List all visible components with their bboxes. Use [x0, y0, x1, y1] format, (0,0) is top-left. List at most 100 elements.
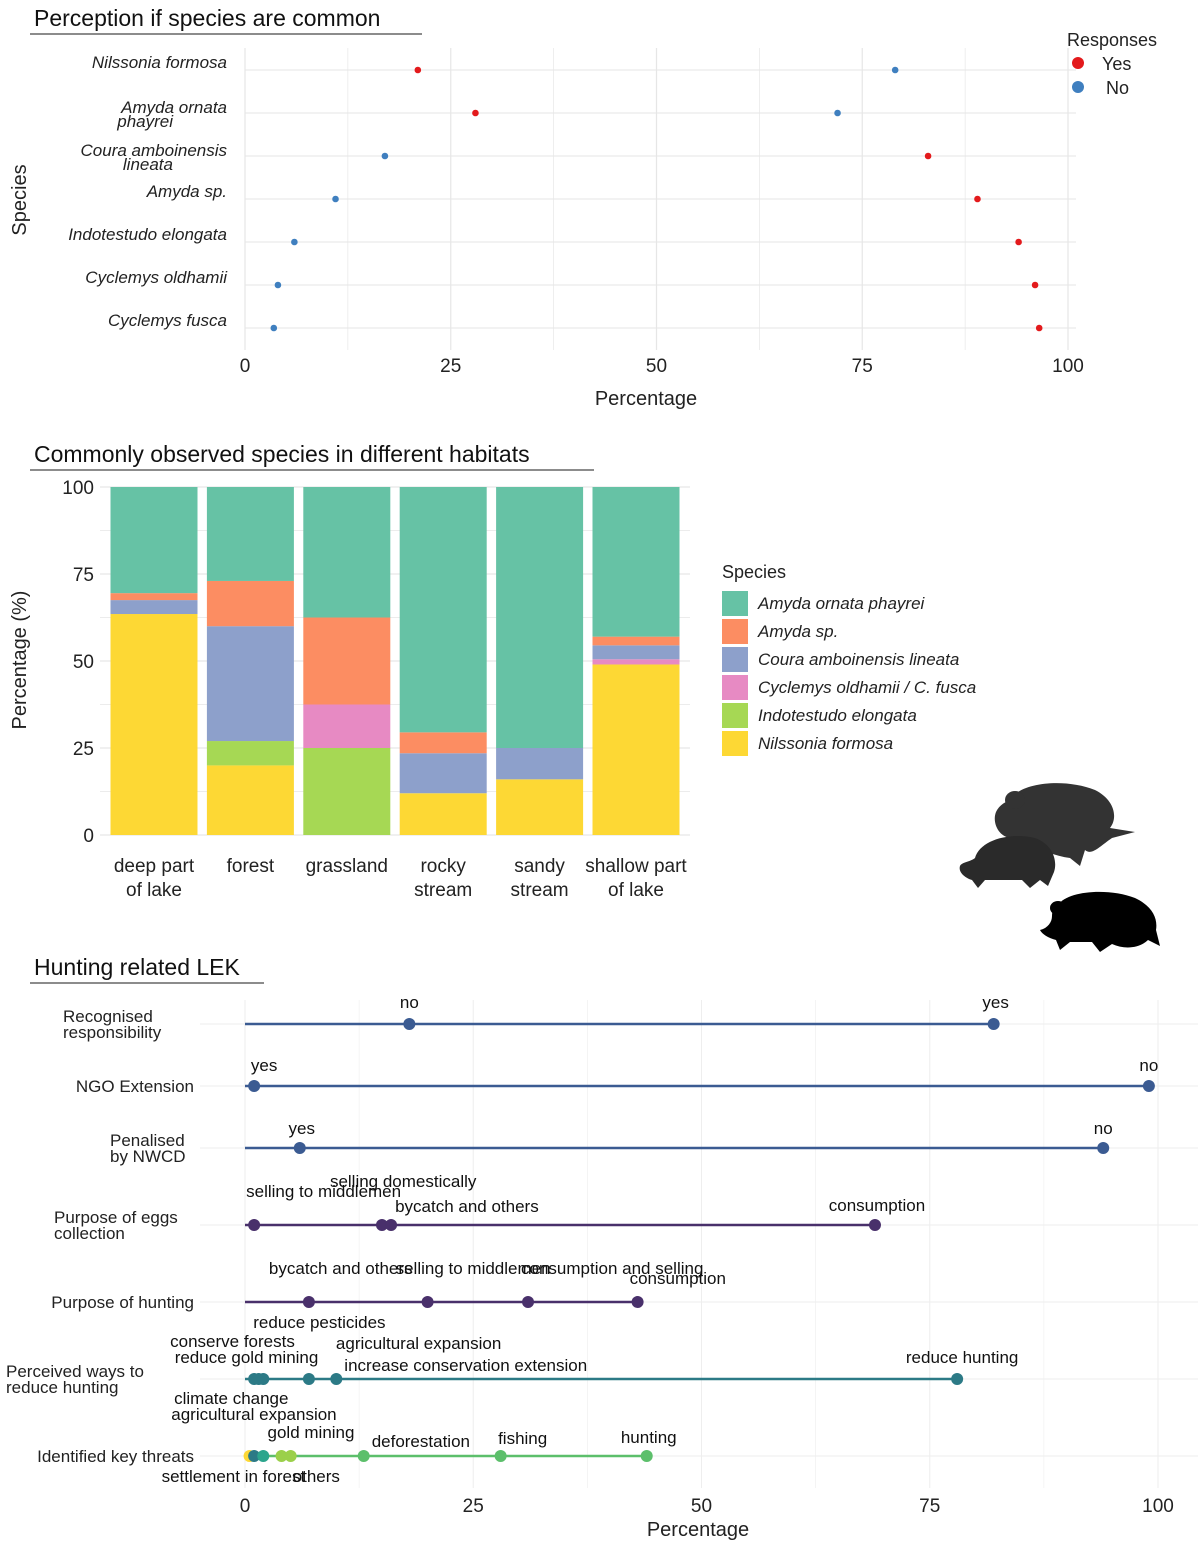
point-identified-key-threats-hunting [640, 1450, 653, 1462]
x-axis-label: Percentage [647, 1519, 749, 1541]
point-yes-cyclemys-fusca [1035, 324, 1043, 332]
point-label-identified-key-threats-others: others [293, 1467, 340, 1486]
point-penalised-by-nwcd-yes [293, 1142, 306, 1154]
y-tick-25: 25 [73, 739, 94, 760]
species-label-amyda-ornata-phayrei-line2: phayrei [116, 112, 174, 131]
point-no-cyclemys-fusca [270, 324, 278, 332]
point-label-identified-key-threats-deforestation: deforestation [372, 1432, 470, 1451]
point-label-penalised-by-nwcd-yes: yes [289, 1119, 315, 1138]
point-purpose-of-hunting-consumption [631, 1296, 644, 1308]
point-purpose-of-hunting-selling-to-middlemen [421, 1296, 434, 1308]
x-tick-sandy-stream-line2: stream [511, 880, 569, 901]
point-yes-amyda-ornata-phayrei [472, 109, 479, 117]
point-perceived-ways-to-reduce-hunting-increase-conservation-extension [330, 1373, 343, 1385]
point-label-purpose-of-hunting-consumption: consumption [630, 1269, 726, 1288]
x-tick-grassland: grassland [306, 856, 388, 877]
point-label-purpose-of-hunting-consumption-and-selling: consumption and selling [521, 1259, 703, 1278]
bar-grassland-amyda-ornata-phayrei [303, 487, 391, 618]
species-label-nilssonia-formosa: Nilssonia formosa [92, 53, 227, 72]
point-ngo-extension-yes [248, 1080, 261, 1092]
point-label-recognised-responsibility-yes: yes [982, 993, 1008, 1012]
legend-title: Species [722, 562, 786, 582]
point-label-perceived-ways-to-reduce-hunting-conserve-forests: conserve forests [170, 1332, 295, 1351]
legend-swatch-nilssonia-formosa [722, 731, 748, 756]
row-label-identified-key-threats: Identified key threats [37, 1447, 194, 1466]
x-tick-sandy-stream-line1: sandy [514, 856, 565, 877]
bar-grassland-indotestudo-elongata [303, 748, 391, 835]
x-tick-deep-part-of-lake-line2: of lake [126, 880, 182, 901]
hunting-lek-panel: Hunting related LEK Recognisedresponsibi… [6, 954, 1198, 1541]
x-tick-25: 25 [463, 1496, 484, 1517]
point-label-purpose-of-eggs-collection-consumption: consumption [829, 1196, 925, 1215]
x-tick-rocky-stream-line2: stream [414, 880, 472, 901]
species-label-indotestudo-elongata: Indotestudo elongata [68, 225, 227, 244]
legend-swatch-indotestudo-elongata [722, 703, 748, 728]
x-tick-25: 25 [440, 356, 461, 377]
bar-forest-coura-amboinensis-lineata [206, 626, 294, 742]
tortoise-silhouette [959, 836, 1056, 888]
point-purpose-of-eggs-collection-selling-to-middlemen [248, 1219, 261, 1231]
bar-rocky-stream-nilssonia-formosa [399, 793, 487, 835]
point-label-identified-key-threats-fishing: fishing [498, 1429, 547, 1448]
point-label-ngo-extension-no: no [1139, 1056, 1158, 1075]
y-tick-100: 100 [62, 478, 94, 499]
point-label-perceived-ways-to-reduce-hunting-reduce-gold-mining: reduce gold mining [175, 1348, 319, 1367]
x-tick-75: 75 [919, 1496, 940, 1517]
row-label-perceived-ways-to-reduce-hunting-line1: Perceived ways to [6, 1362, 144, 1381]
panel-title-habitats: Commonly observed species in different h… [34, 441, 530, 467]
species-label-amyda-ornata-phayrei-line1: Amyda ornata [120, 98, 227, 117]
bar-grassland-cyclemys-oldhamii-c-fusca [303, 704, 391, 748]
bar-deep-part-of-lake-amyda-sp [110, 593, 198, 601]
panel-title-species-common: Perception if species are common [34, 5, 380, 31]
row-label-purpose-of-hunting: Purpose of hunting [51, 1293, 194, 1312]
x-tick-100: 100 [1142, 1496, 1174, 1517]
responses-legend: Responses Yes No [1067, 30, 1157, 98]
legend-yes-swatch [1072, 57, 1084, 69]
point-label-identified-key-threats-settlement-in-forest: settlement in forest [162, 1467, 306, 1486]
y-axis-label: Species [9, 164, 31, 235]
legend-title: Responses [1067, 30, 1157, 50]
point-label-purpose-of-hunting-selling-to-middlemen: selling to middlemen [396, 1259, 551, 1278]
x-tick-50: 50 [646, 356, 667, 377]
x-tick-shallow-part-of-lake-line1: shallow part [585, 856, 687, 877]
point-label-perceived-ways-to-reduce-hunting-increase-conservation-extension: increase conservation extension [344, 1356, 587, 1375]
point-label-ngo-extension-yes: yes [251, 1056, 277, 1075]
point-no-amyda-ornata-phayrei [834, 109, 841, 117]
point-yes-nilssonia-formosa [414, 66, 422, 74]
bar-shallow-part-of-lake-nilssonia-formosa [592, 664, 680, 835]
row-label-purpose-of-eggs-collection-line2: collection [54, 1224, 125, 1243]
point-purpose-of-hunting-bycatch-and-others [302, 1296, 315, 1308]
species-label-cyclemys-fusca: Cyclemys fusca [108, 311, 227, 330]
legend-swatch-amyda-ornata-phayrei [722, 591, 748, 616]
x-tick-deep-part-of-lake-line1: deep part [114, 856, 195, 877]
row-label-perceived-ways-to-reduce-hunting-line2: reduce hunting [6, 1378, 118, 1397]
legend-label-nilssonia-formosa: Nilssonia formosa [758, 734, 893, 753]
point-perceived-ways-to-reduce-hunting-agricultural-expansion [302, 1373, 315, 1385]
row-label-penalised-by-nwcd-line1: Penalised [110, 1131, 185, 1150]
legend-no-swatch [1072, 81, 1084, 93]
legend-label-cyclemys-oldhamii-c-fusca: Cyclemys oldhamii / C. fusca [758, 678, 976, 697]
point-label-perceived-ways-to-reduce-hunting-agricultural-expansion: agricultural expansion [336, 1334, 501, 1353]
bar-shallow-part-of-lake-amyda-ornata-phayrei [592, 487, 680, 637]
point-no-nilssonia-formosa [891, 66, 899, 74]
point-label-identified-key-threats-climate-change: climate change [174, 1389, 288, 1408]
point-label-purpose-of-eggs-collection-selling-domestically: selling domestically [330, 1172, 477, 1191]
point-perceived-ways-to-reduce-hunting-reduce-pesticides [257, 1373, 270, 1385]
point-label-identified-key-threats-hunting: hunting [621, 1428, 677, 1447]
point-purpose-of-hunting-consumption-and-selling [522, 1296, 535, 1308]
point-purpose-of-eggs-collection-bycatch-and-others [385, 1219, 398, 1231]
x-tick-100: 100 [1052, 356, 1084, 377]
bar-rocky-stream-coura-amboinensis-lineata [399, 753, 487, 794]
bar-forest-indotestudo-elongata [206, 741, 294, 766]
point-no-cyclemys-oldhamii [274, 281, 282, 289]
species-label-coura-amboinensis-lineata-line2: lineata [123, 155, 173, 174]
point-recognised-responsibility-no [403, 1018, 416, 1030]
legend-label-amyda-ornata-phayrei: Amyda ornata phayrei [757, 594, 926, 613]
point-recognised-responsibility-yes [987, 1018, 1000, 1030]
point-label-identified-key-threats-gold-mining: gold mining [268, 1423, 355, 1442]
legend-swatch-cyclemys-oldhamii-c-fusca [722, 675, 748, 700]
x-tick-0: 0 [240, 356, 251, 377]
point-yes-amyda-sp [974, 195, 981, 203]
species-legend: Amyda ornata phayrei Amyda sp. Coura amboi… [722, 591, 976, 756]
panel-title-hunting-lek: Hunting related LEK [34, 954, 241, 980]
